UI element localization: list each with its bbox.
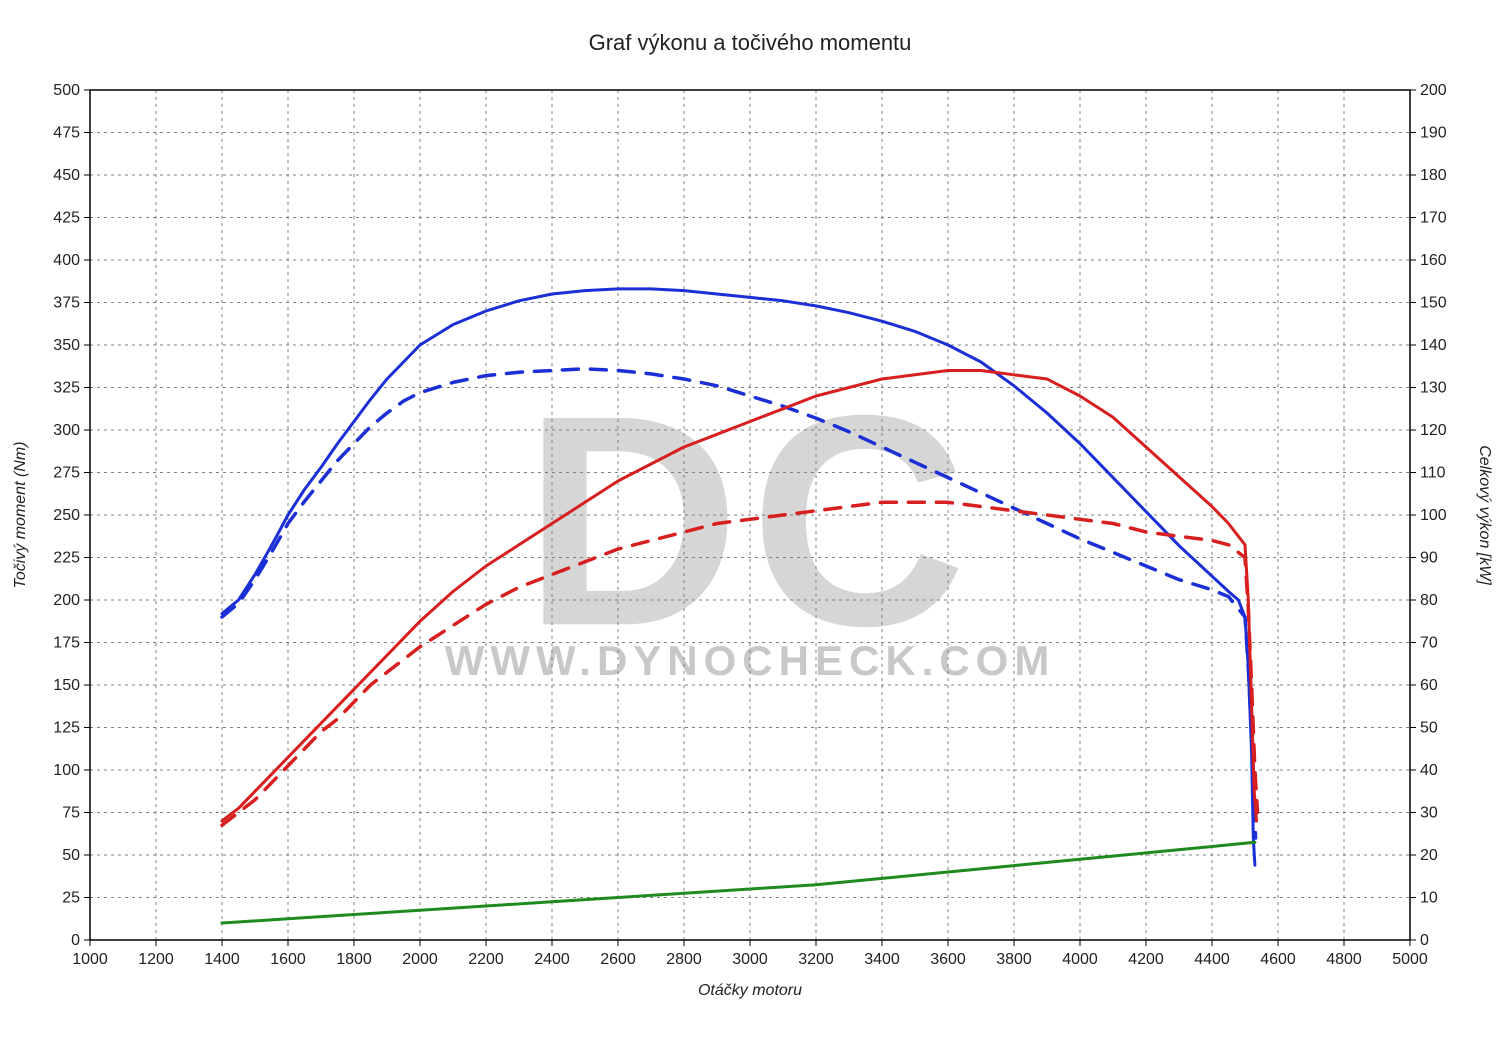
- y-left-tick-label: 0: [71, 932, 80, 949]
- y-left-tick-label: 450: [53, 167, 80, 184]
- x-tick-label: 3400: [864, 951, 900, 968]
- y-left-tick-label: 275: [53, 465, 80, 482]
- y-left-tick-label: 350: [53, 337, 80, 354]
- x-tick-label: 3600: [930, 951, 966, 968]
- y-left-tick-label: 125: [53, 720, 80, 737]
- y-left-tick-label: 150: [53, 677, 80, 694]
- y-right-tick-label: 160: [1420, 252, 1447, 269]
- y-left-tick-label: 250: [53, 507, 80, 524]
- y-right-tick-label: 130: [1420, 380, 1447, 397]
- y-right-tick-label: 140: [1420, 337, 1447, 354]
- y-right-tick-label: 20: [1420, 847, 1438, 864]
- y-right-tick-label: 50: [1420, 720, 1438, 737]
- y-left-tick-label: 425: [53, 210, 80, 227]
- x-tick-label: 3800: [996, 951, 1032, 968]
- y-right-tick-label: 40: [1420, 762, 1438, 779]
- x-tick-label: 3200: [798, 951, 834, 968]
- x-tick-label: 4600: [1260, 951, 1296, 968]
- x-tick-label: 5000: [1392, 951, 1428, 968]
- y-right-tick-label: 10: [1420, 890, 1438, 907]
- x-tick-label: 2200: [468, 951, 504, 968]
- y-left-tick-label: 325: [53, 380, 80, 397]
- x-axis-label: Otáčky motoru: [698, 982, 802, 999]
- x-tick-label: 4800: [1326, 951, 1362, 968]
- x-tick-label: 1800: [336, 951, 372, 968]
- y-left-tick-label: 300: [53, 422, 80, 439]
- x-tick-label: 1600: [270, 951, 306, 968]
- y-left-tick-label: 400: [53, 252, 80, 269]
- x-tick-label: 2800: [666, 951, 702, 968]
- y-right-tick-label: 100: [1420, 507, 1447, 524]
- dyno-chart: DCWWW.DYNOCHECK.COM 10001200140016001800…: [0, 0, 1500, 1041]
- y-left-tick-label: 225: [53, 550, 80, 567]
- y-left-tick-label: 175: [53, 635, 80, 652]
- chart-title: Graf výkonu a točivého momentu: [589, 30, 912, 55]
- x-tick-label: 1400: [204, 951, 240, 968]
- x-tick-label: 2400: [534, 951, 570, 968]
- y-right-tick-label: 0: [1420, 932, 1429, 949]
- y-left-tick-label: 100: [53, 762, 80, 779]
- x-tick-label: 2600: [600, 951, 636, 968]
- x-tick-label: 3000: [732, 951, 768, 968]
- y-left-tick-label: 75: [62, 805, 80, 822]
- y-left-axis-label: Točivý moment (Nm): [12, 442, 29, 589]
- y-left-tick-label: 475: [53, 125, 80, 142]
- y-right-axis-label: Celkový výkon [kW]: [1476, 445, 1493, 585]
- y-left-tick-label: 25: [62, 890, 80, 907]
- y-left-tick-label: 200: [53, 592, 80, 609]
- x-tick-label: 4000: [1062, 951, 1098, 968]
- chart-svg: DCWWW.DYNOCHECK.COM 10001200140016001800…: [0, 0, 1500, 1041]
- y-right-tick-label: 70: [1420, 635, 1438, 652]
- y-left-ticks: 0 25 50 75 100 125 150 175 200 225 250 275 300 325 350…: [53, 82, 90, 949]
- x-tick-label: 4200: [1128, 951, 1164, 968]
- x-ticks: 1000 1200 1400 1600 1800 2000 2200 2400 2600 2800…: [72, 940, 1428, 968]
- y-right-tick-label: 110: [1420, 465, 1446, 482]
- x-tick-label: 2000: [402, 951, 438, 968]
- x-tick-label: 4400: [1194, 951, 1230, 968]
- x-tick-label: 1200: [138, 951, 174, 968]
- y-left-tick-label: 375: [53, 295, 80, 312]
- x-tick-label: 1000: [72, 951, 108, 968]
- y-left-tick-label: 500: [53, 82, 80, 99]
- y-right-tick-label: 30: [1420, 805, 1438, 822]
- y-right-ticks: 0 10 20 30 40 50 60 70 80 90 100 110 120 130 140 150 160…: [1410, 82, 1447, 949]
- y-right-tick-label: 200: [1420, 82, 1447, 99]
- y-right-tick-label: 120: [1420, 422, 1447, 439]
- y-right-tick-label: 170: [1420, 210, 1447, 227]
- y-right-tick-label: 190: [1420, 125, 1447, 142]
- y-left-tick-label: 50: [62, 847, 80, 864]
- y-right-tick-label: 180: [1420, 167, 1447, 184]
- y-right-tick-label: 60: [1420, 677, 1438, 694]
- y-right-tick-label: 80: [1420, 592, 1438, 609]
- y-right-tick-label: 150: [1420, 295, 1447, 312]
- y-right-tick-label: 90: [1420, 550, 1438, 567]
